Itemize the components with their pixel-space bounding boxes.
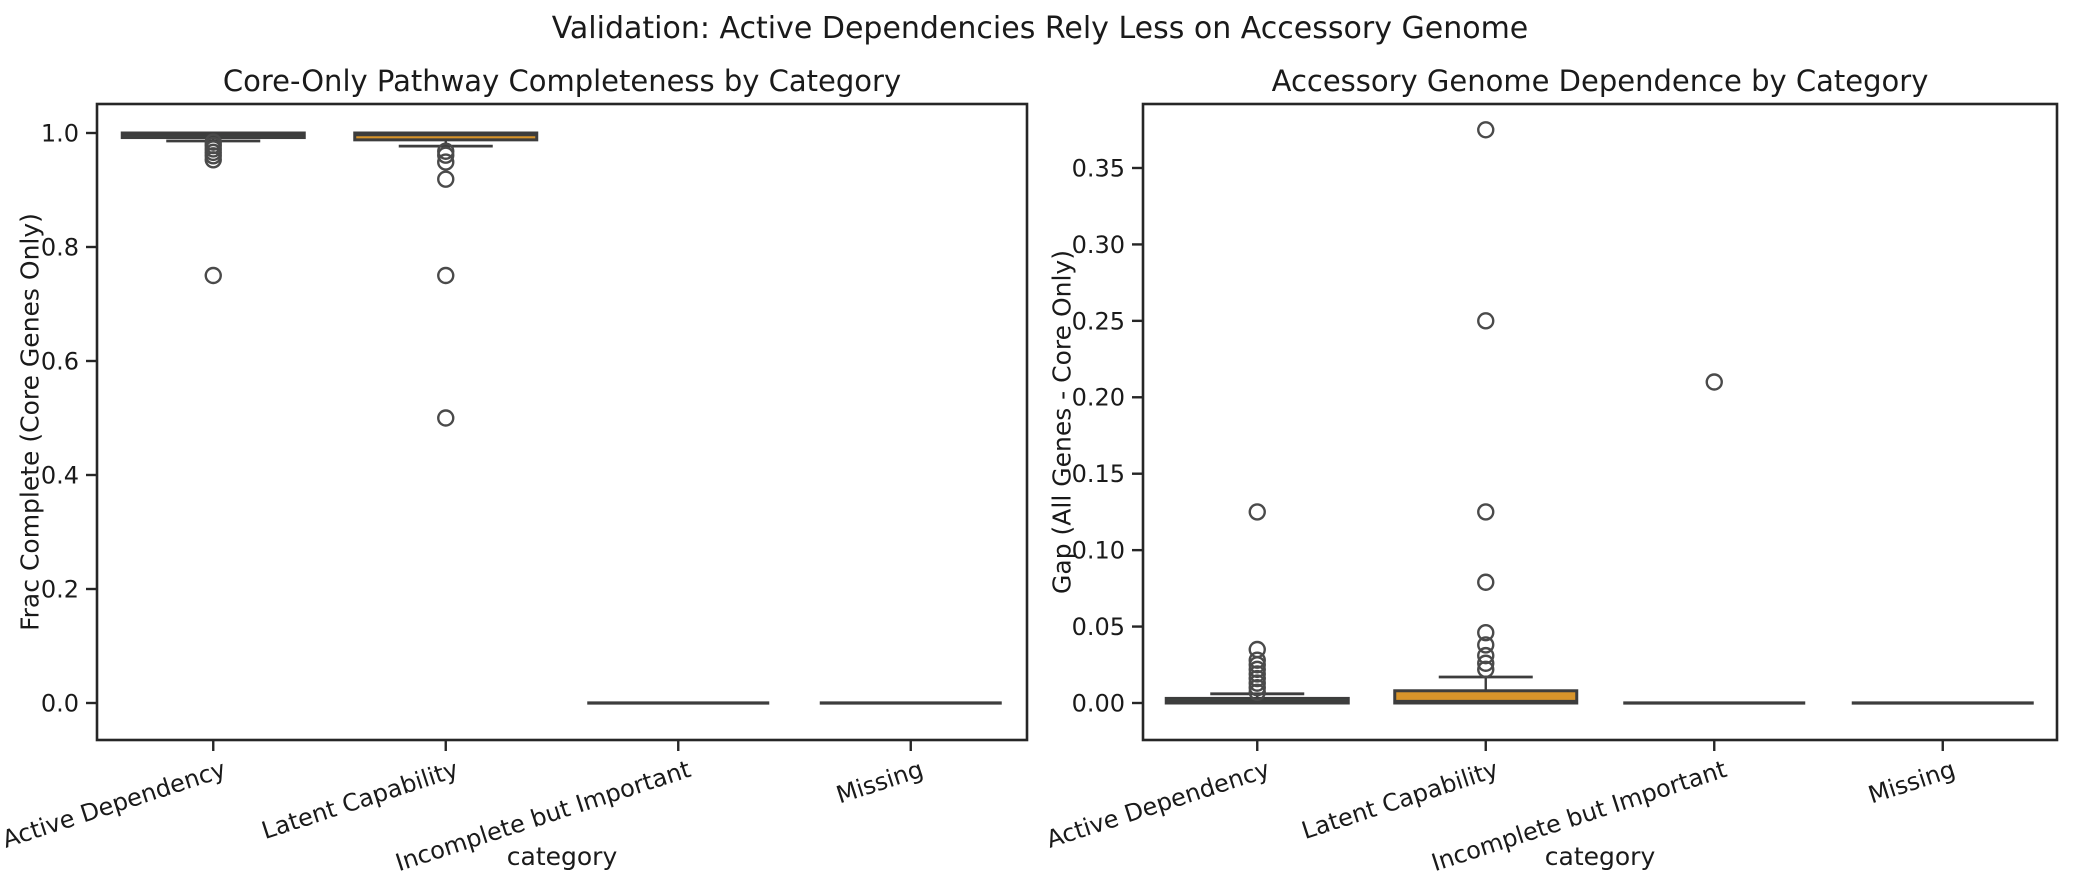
y-tick-label: 0.4 bbox=[41, 461, 79, 489]
outlier-point bbox=[1477, 646, 1495, 665]
y-tick-label: 0.05 bbox=[1072, 613, 1125, 641]
subplot-1: 0.00 0.05 0.10 0.15 0.20 0.25 0.30 0.35 Active D… bbox=[1043, 102, 2059, 877]
outlier-point bbox=[1248, 503, 1266, 521]
axes-frame bbox=[1141, 102, 2059, 742]
outlier-point bbox=[437, 170, 455, 188]
outlier-point bbox=[1477, 636, 1495, 654]
x-tick-label-missing: Missing bbox=[833, 755, 927, 809]
y-tick-label: 0.00 bbox=[1072, 689, 1125, 717]
outlier-point bbox=[1248, 669, 1266, 688]
x-tick-label-active-dependency: Active Dependency bbox=[1043, 755, 1273, 854]
outlier-point bbox=[204, 266, 222, 285]
y-tick-label: 0.2 bbox=[41, 575, 79, 603]
figure-suptitle: Validation: Active Dependencies Rely Les… bbox=[551, 11, 1529, 46]
y-tick-label: 0.0 bbox=[41, 689, 79, 717]
outlier-point bbox=[1248, 640, 1266, 659]
right-x-axis-label: category bbox=[1544, 842, 1656, 871]
outlier-point bbox=[437, 146, 455, 164]
outlier-point bbox=[1477, 660, 1495, 679]
x-tick-label-missing: Missing bbox=[1865, 755, 1959, 809]
outlier-point bbox=[437, 266, 455, 285]
y-tick-label: 0.8 bbox=[41, 233, 79, 261]
y-tick-label: 0.6 bbox=[41, 347, 79, 375]
box-active-dependency bbox=[120, 131, 306, 285]
y-tick-label: 0.25 bbox=[1072, 307, 1125, 335]
outlier-point bbox=[437, 409, 455, 427]
outlier-point bbox=[1248, 665, 1266, 683]
y-tick-label: 0.15 bbox=[1072, 460, 1125, 488]
y-tick-label: 0.20 bbox=[1072, 384, 1125, 412]
outlier-point bbox=[1477, 573, 1495, 591]
box-latent-capability bbox=[353, 131, 539, 427]
outlier-point bbox=[1477, 503, 1495, 521]
left-x-axis-label: category bbox=[506, 842, 618, 871]
y-tick-label: 0.30 bbox=[1072, 231, 1125, 259]
outlier-point bbox=[1477, 312, 1495, 330]
outlier-point bbox=[1248, 679, 1266, 697]
left-plot-title: Core-Only Pathway Completeness by Catego… bbox=[222, 64, 902, 98]
y-tick-label: 1.0 bbox=[41, 119, 79, 147]
outlier-point bbox=[1705, 373, 1723, 391]
outlier-point bbox=[1248, 674, 1266, 692]
box-active-dependency bbox=[1164, 503, 1350, 705]
right-plot-title: Accessory Genome Dependence by Category bbox=[1271, 64, 1929, 98]
box-latent-capability bbox=[1393, 121, 1579, 705]
outlier-point bbox=[437, 153, 455, 171]
outlier-point bbox=[204, 151, 222, 169]
outlier-point bbox=[1477, 121, 1495, 139]
outlier-point bbox=[1248, 660, 1266, 679]
subplot-0: 0.0 0.2 0.4 0.6 0.8 1.0 Active Dependency Laten… bbox=[0, 102, 1029, 877]
x-tick-label-latent-capability: Latent Capability bbox=[258, 755, 461, 845]
outlier-point bbox=[1477, 654, 1495, 672]
axes-frame bbox=[95, 102, 1029, 742]
y-tick-label: 0.35 bbox=[1072, 154, 1125, 182]
iqr-box bbox=[353, 131, 539, 142]
x-tick-label-active-dependency: Active Dependency bbox=[0, 755, 229, 854]
outlier-point bbox=[1477, 623, 1495, 642]
x-tick-label-latent-capability: Latent Capability bbox=[1298, 755, 1501, 845]
outlier-point bbox=[1248, 651, 1266, 669]
y-tick-label: 0.10 bbox=[1072, 537, 1125, 565]
outlier-point bbox=[1248, 683, 1266, 701]
box-incomplete-but-important bbox=[1623, 373, 1806, 705]
